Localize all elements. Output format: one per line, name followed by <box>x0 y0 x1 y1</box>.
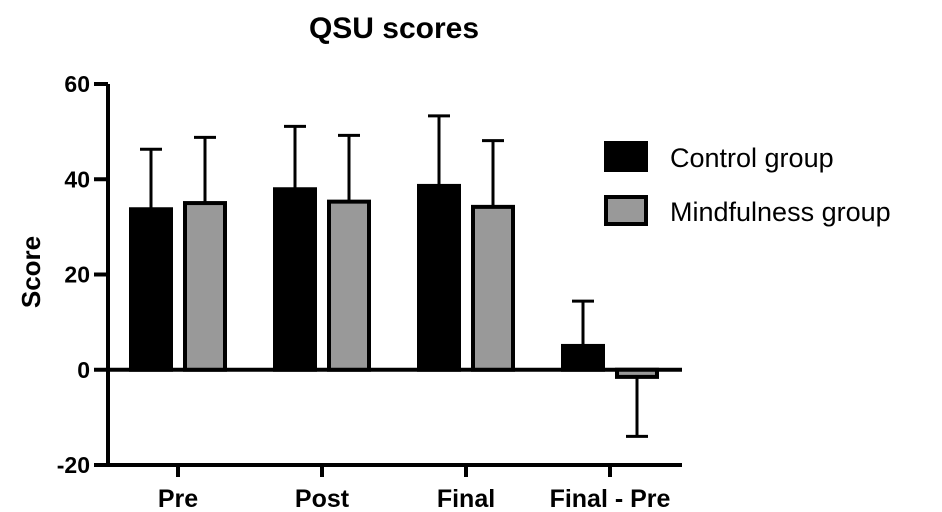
y-tick-label: 60 <box>64 71 90 97</box>
bar <box>327 199 371 372</box>
bar <box>417 183 461 372</box>
x-tick-label: Final <box>437 485 495 512</box>
y-tick-label: 0 <box>77 357 90 383</box>
bar <box>129 207 173 372</box>
x-tick-label: Post <box>295 485 350 512</box>
bar <box>471 204 515 372</box>
chart-title: QSU scores <box>309 12 479 45</box>
legend-swatch <box>604 141 648 172</box>
x-tick-label: Pre <box>158 485 198 512</box>
bar <box>183 201 227 372</box>
y-tick-label: -20 <box>57 452 90 478</box>
y-axis-label: Score <box>16 236 46 308</box>
y-tick-label: 20 <box>64 262 90 288</box>
x-tick-label: Final - Pre <box>550 485 671 512</box>
legend: Control group Mindfulness group <box>604 141 891 227</box>
bar <box>615 367 659 379</box>
y-tick-label: 40 <box>64 166 90 192</box>
legend-entry: Mindfulness group <box>670 197 891 227</box>
legend-swatch <box>604 195 648 226</box>
legend-entry: Control group <box>670 143 834 173</box>
bar <box>561 343 605 372</box>
plot-area: -20 0 20 40 60 Pre Post Final Final - Pre <box>57 71 682 512</box>
bar <box>273 187 317 372</box>
